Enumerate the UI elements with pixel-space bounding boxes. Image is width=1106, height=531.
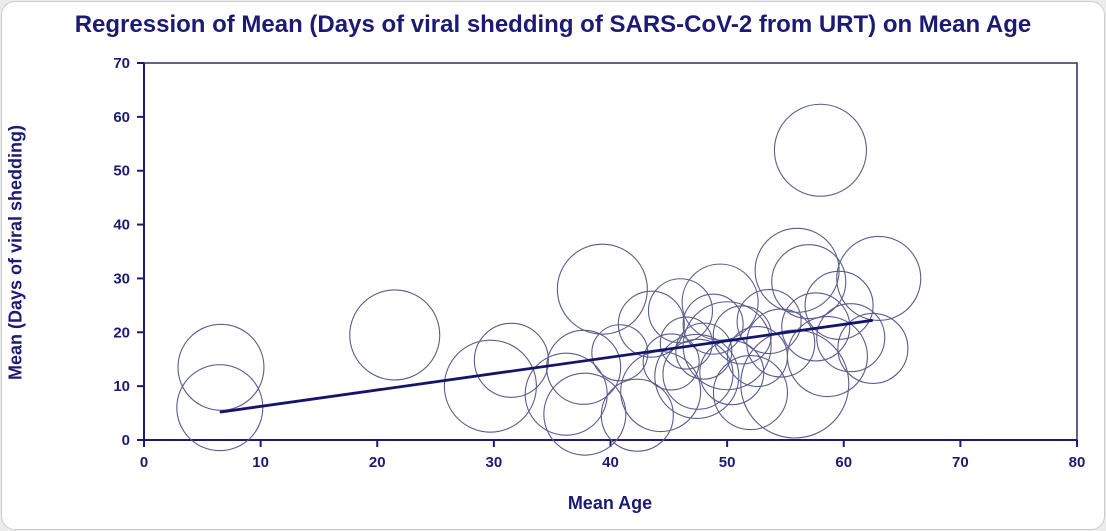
bubble <box>675 322 733 380</box>
chart-title: Regression of Mean (Days of viral sheddi… <box>74 11 1032 38</box>
bubble <box>443 339 537 433</box>
y-tick-label: 20 <box>113 324 130 341</box>
x-axis-title: Mean Age <box>567 493 653 513</box>
bubble <box>740 329 850 439</box>
x-tick-label: 40 <box>602 454 619 471</box>
x-tick-label: 20 <box>369 454 386 471</box>
y-tick-label: 40 <box>113 217 130 234</box>
bubble <box>836 235 922 321</box>
x-tick-label: 30 <box>486 454 503 471</box>
bubble <box>177 323 265 411</box>
x-tick-label: 50 <box>719 454 736 471</box>
bubble <box>654 333 740 419</box>
bubble <box>543 372 627 456</box>
bubble <box>681 263 759 341</box>
plot-frame <box>143 62 1078 441</box>
y-tick-label: 60 <box>113 109 130 126</box>
bubble <box>786 315 868 398</box>
x-tick-label: 70 <box>952 454 969 471</box>
bubble <box>773 103 867 197</box>
bubble <box>746 308 816 378</box>
bubble <box>754 227 840 313</box>
bubble <box>617 290 685 358</box>
bubble <box>349 289 441 381</box>
x-tick-label: 0 <box>140 454 148 471</box>
bubble <box>682 293 744 355</box>
bubble <box>736 288 802 355</box>
bubble <box>816 303 886 373</box>
regression-line <box>219 319 874 414</box>
bubble <box>620 350 702 433</box>
bubble <box>546 329 622 405</box>
bubble <box>600 378 674 452</box>
bubble <box>781 292 851 362</box>
bubble <box>473 322 549 398</box>
bubble <box>642 333 700 391</box>
x-tick-label: 10 <box>252 454 269 471</box>
bubble <box>712 355 789 431</box>
y-tick-label: 50 <box>113 163 130 180</box>
x-tick-label: 60 <box>835 454 852 471</box>
y-tick-label: 30 <box>113 270 130 287</box>
y-tick-label: 10 <box>113 378 130 395</box>
bubble <box>837 312 909 384</box>
bubble <box>647 278 714 344</box>
x-tick-label: 80 <box>1069 454 1086 471</box>
bubble <box>556 243 648 335</box>
y-tick-label: 0 <box>122 432 130 449</box>
y-tick-label: 70 <box>113 55 130 72</box>
bubble <box>524 352 608 436</box>
bubble <box>176 364 264 452</box>
bubble <box>771 244 847 320</box>
